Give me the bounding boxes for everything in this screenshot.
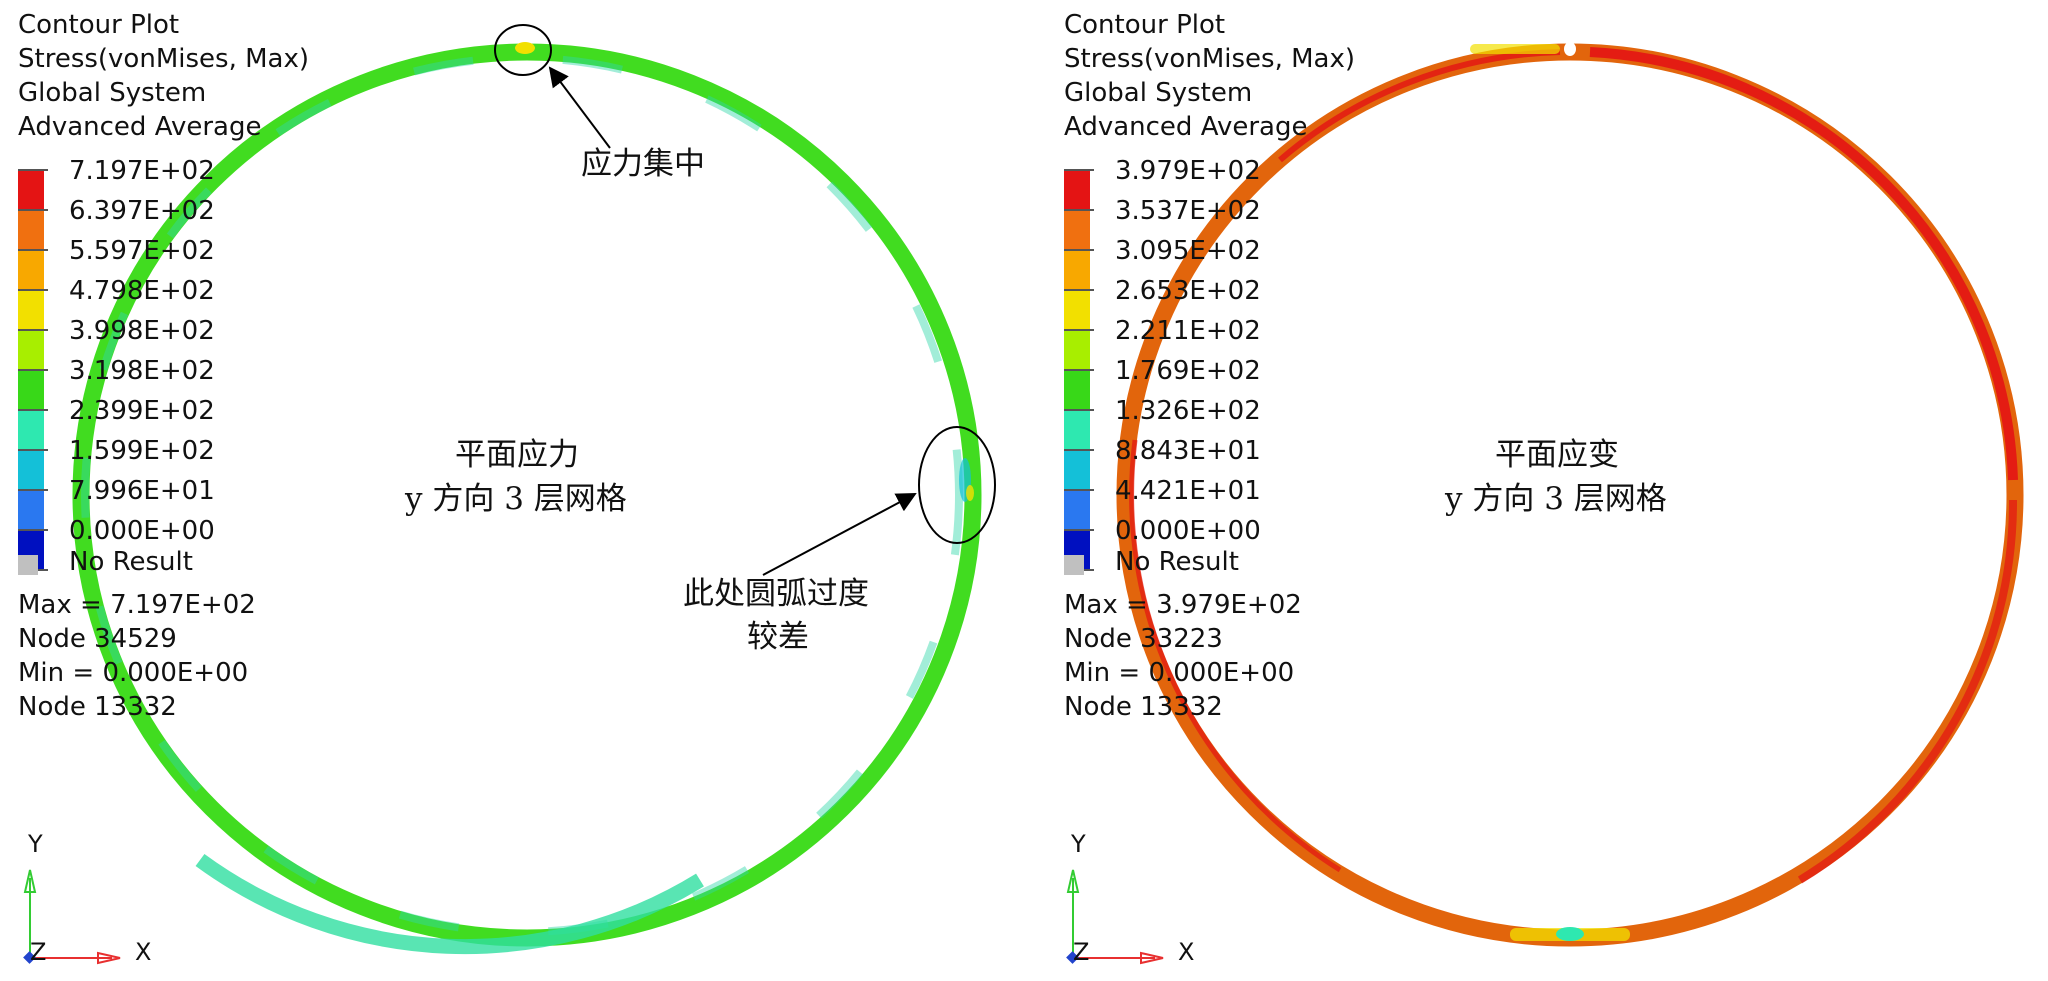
right-legend-value: 2.211E+02 [1115,316,1261,346]
legend-color-swatch [1064,250,1090,290]
right-legend-value: 3.095E+02 [1115,236,1261,266]
legend-color-swatch [1064,330,1090,370]
no-result-swatch [18,555,38,575]
legend-color-swatch [18,250,44,290]
legend-color-swatch [18,490,44,530]
left-legend-value: 3.998E+02 [69,316,215,346]
arc-transition-arrow [762,493,917,576]
stress-concentration-circle [494,24,552,76]
right-max-node: Node 33223 [1064,624,1223,654]
legend-color-swatch [18,210,44,250]
arc-transition-circle [918,426,996,544]
left-center-title: 平面应力 [455,437,579,473]
legend-color-swatch [18,170,44,210]
right-center-title: 平面应变 [1495,437,1619,473]
legend-color-swatch [1064,290,1090,330]
legend-color-swatch [1064,170,1090,210]
right-header-line-4: Advanced Average [1064,112,1308,142]
left-legend-value: 7.996E+01 [69,476,215,506]
right-header-line-3: Global System [1064,78,1253,108]
right-no-result-label: No Result [1115,547,1239,577]
left-min-node: Node 13332 [18,692,177,722]
left-legend-value: 3.198E+02 [69,356,215,386]
left-no-result-label: No Result [69,547,193,577]
left-ring-model [72,42,982,955]
right-color-legend [1064,169,1094,575]
stress-concentration-annotation: 应力集中 [581,146,705,182]
left-legend-value: 4.798E+02 [69,276,215,306]
legend-color-swatch [1064,490,1090,530]
legend-color-swatch [1064,210,1090,250]
arc-transition-annotation-2: 较差 [747,619,809,655]
legend-color-swatch [1064,410,1090,450]
left-max-node: Node 34529 [18,624,177,654]
right-legend-value: 3.537E+02 [1115,196,1261,226]
left-header-line-4: Advanced Average [18,112,262,142]
right-ring-model [1116,42,2024,947]
right-max-value: Max = 3.979E+02 [1064,590,1302,620]
right-legend-value: 1.769E+02 [1115,356,1261,386]
legend-color-swatch [1064,370,1090,410]
left-header-line-2: Stress(vonMises, Max) [18,44,309,74]
right-legend-value: 2.653E+02 [1115,276,1261,306]
left-min-value: Min = 0.000E+00 [18,658,249,688]
left-legend-value: 7.197E+02 [69,156,215,186]
right-header-line-1: Contour Plot [1064,10,1226,40]
legend-color-swatch [1064,450,1090,490]
right-center-subtitle: y 方向 3 层网格 [1445,481,1667,517]
right-min-value: Min = 0.000E+00 [1064,658,1295,688]
left-header-line-1: Contour Plot [18,10,180,40]
stress-concentration-arrow [548,66,611,149]
legend-color-swatch [18,450,44,490]
right-min-node: Node 13332 [1064,692,1223,722]
legend-color-swatch [18,410,44,450]
left-axis-x-label: X [135,938,152,966]
left-color-legend [18,169,48,575]
left-legend-value: 5.597E+02 [69,236,215,266]
right-axis-y-label: Y [1071,830,1086,858]
left-legend-value: 2.399E+02 [69,396,215,426]
arc-transition-annotation: 此处圆弧过度 [683,576,869,612]
right-axis-z-label: Z [1073,938,1090,966]
left-center-subtitle: y 方向 3 层网格 [405,481,627,517]
legend-color-swatch [18,330,44,370]
left-header-line-3: Global System [18,78,207,108]
right-legend-value: 0.000E+00 [1115,516,1261,546]
right-legend-value: 8.843E+01 [1115,436,1261,466]
legend-color-swatch [18,290,44,330]
left-legend-value: 6.397E+02 [69,196,215,226]
left-legend-value: 0.000E+00 [69,516,215,546]
legend-color-swatch [18,370,44,410]
no-result-swatch [1064,555,1084,575]
left-axis-z-label: Z [30,938,47,966]
left-max-value: Max = 7.197E+02 [18,590,256,620]
right-legend-value: 3.979E+02 [1115,156,1261,186]
right-header-line-2: Stress(vonMises, Max) [1064,44,1355,74]
left-axis-y-label: Y [28,830,43,858]
right-legend-value: 4.421E+01 [1115,476,1261,506]
right-legend-value: 1.326E+02 [1115,396,1261,426]
right-axis-x-label: X [1178,938,1195,966]
left-legend-value: 1.599E+02 [69,436,215,466]
